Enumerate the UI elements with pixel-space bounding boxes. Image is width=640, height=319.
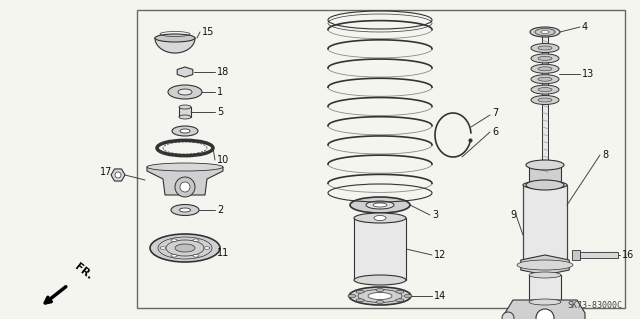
- Bar: [137, 10, 625, 308]
- Ellipse shape: [531, 64, 559, 73]
- Text: 11: 11: [217, 248, 229, 258]
- Text: 1: 1: [217, 87, 223, 97]
- Ellipse shape: [538, 46, 552, 50]
- Ellipse shape: [538, 98, 552, 102]
- Ellipse shape: [531, 85, 559, 94]
- Ellipse shape: [171, 255, 177, 257]
- Ellipse shape: [147, 163, 223, 171]
- Ellipse shape: [175, 244, 195, 252]
- Ellipse shape: [179, 208, 191, 212]
- Ellipse shape: [179, 105, 191, 109]
- Ellipse shape: [538, 77, 552, 81]
- Text: 5: 5: [217, 107, 223, 117]
- Polygon shape: [177, 67, 193, 77]
- Bar: [354, 218, 406, 280]
- Ellipse shape: [172, 126, 198, 136]
- Ellipse shape: [354, 213, 406, 223]
- Ellipse shape: [155, 34, 195, 42]
- Ellipse shape: [356, 299, 364, 302]
- Text: 14: 14: [434, 291, 446, 301]
- Circle shape: [175, 177, 195, 197]
- Text: 2: 2: [217, 205, 223, 215]
- Text: 15: 15: [202, 27, 214, 37]
- Text: 13: 13: [582, 69, 595, 79]
- Circle shape: [180, 182, 190, 192]
- Ellipse shape: [531, 95, 559, 105]
- Text: 4: 4: [582, 22, 588, 32]
- Ellipse shape: [538, 88, 552, 92]
- Ellipse shape: [350, 197, 410, 213]
- Ellipse shape: [178, 89, 192, 95]
- Ellipse shape: [354, 275, 406, 285]
- Ellipse shape: [538, 56, 552, 60]
- Circle shape: [536, 309, 554, 319]
- Bar: [529, 275, 561, 302]
- Ellipse shape: [180, 129, 190, 133]
- Text: 12: 12: [434, 250, 446, 260]
- Ellipse shape: [517, 260, 573, 270]
- Ellipse shape: [541, 31, 549, 33]
- Ellipse shape: [526, 180, 564, 190]
- Ellipse shape: [538, 67, 552, 71]
- Polygon shape: [155, 38, 195, 53]
- Ellipse shape: [373, 203, 387, 207]
- Text: 17: 17: [100, 167, 113, 177]
- Ellipse shape: [179, 115, 191, 119]
- Text: 10: 10: [217, 155, 229, 165]
- Text: FR.: FR.: [73, 262, 95, 282]
- Text: 6: 6: [492, 127, 498, 137]
- Ellipse shape: [171, 204, 199, 216]
- Ellipse shape: [396, 299, 404, 302]
- Text: 7: 7: [492, 108, 499, 118]
- Ellipse shape: [530, 27, 560, 37]
- Bar: [179, 107, 191, 117]
- Circle shape: [115, 172, 121, 178]
- Bar: [529, 165, 561, 185]
- Ellipse shape: [348, 294, 356, 298]
- Ellipse shape: [204, 247, 210, 249]
- Ellipse shape: [529, 299, 561, 305]
- Ellipse shape: [529, 272, 561, 278]
- Ellipse shape: [193, 239, 199, 241]
- Text: 18: 18: [217, 67, 229, 77]
- Ellipse shape: [150, 234, 220, 262]
- Polygon shape: [111, 169, 125, 181]
- Ellipse shape: [349, 287, 411, 305]
- Ellipse shape: [535, 28, 555, 35]
- Ellipse shape: [523, 181, 567, 189]
- Ellipse shape: [160, 247, 166, 249]
- Polygon shape: [505, 300, 585, 319]
- Bar: [542, 28, 548, 175]
- Text: 8: 8: [602, 150, 608, 160]
- Text: 16: 16: [622, 250, 634, 260]
- Ellipse shape: [526, 160, 564, 170]
- Ellipse shape: [531, 43, 559, 53]
- Ellipse shape: [531, 54, 559, 63]
- Text: 9: 9: [510, 210, 516, 220]
- Ellipse shape: [404, 294, 412, 298]
- Ellipse shape: [376, 300, 384, 303]
- Polygon shape: [521, 255, 569, 275]
- Ellipse shape: [171, 239, 177, 241]
- Polygon shape: [147, 167, 223, 195]
- Bar: [572, 250, 580, 260]
- Text: SK73-83000C: SK73-83000C: [567, 301, 622, 310]
- Bar: [580, 252, 618, 258]
- Ellipse shape: [366, 201, 394, 209]
- Text: 3: 3: [432, 210, 438, 220]
- Ellipse shape: [193, 255, 199, 257]
- Ellipse shape: [356, 290, 364, 293]
- Bar: [523, 185, 567, 260]
- Circle shape: [502, 312, 514, 319]
- Ellipse shape: [374, 216, 386, 220]
- Ellipse shape: [376, 288, 384, 292]
- Ellipse shape: [368, 293, 392, 300]
- Ellipse shape: [168, 85, 202, 99]
- Ellipse shape: [531, 75, 559, 84]
- Ellipse shape: [396, 290, 404, 293]
